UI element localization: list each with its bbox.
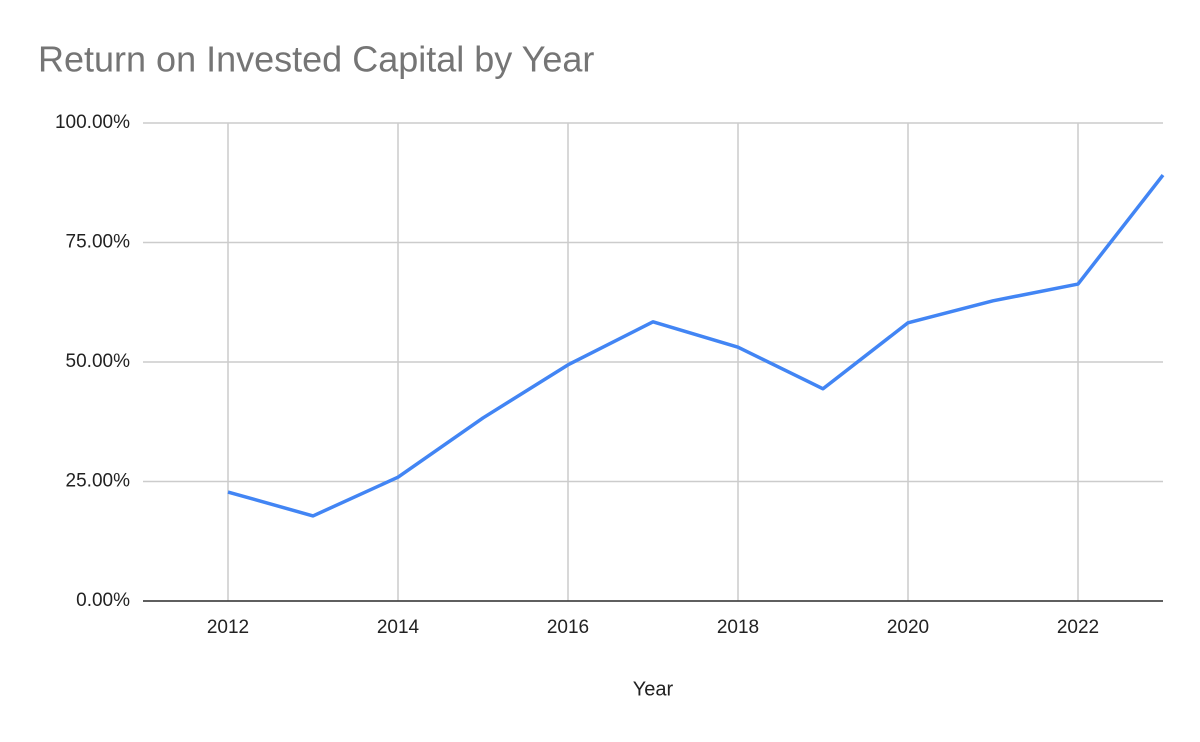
- chart-title: Return on Invested Capital by Year: [38, 39, 594, 80]
- y-tick-label: 0.00%: [76, 590, 130, 611]
- y-tick-label: 25.00%: [66, 471, 131, 492]
- y-tick-label: 75.00%: [66, 232, 131, 253]
- data-line: [227, 174, 1165, 518]
- x-tick-label: 2020: [887, 617, 929, 638]
- x-tick-label: 2022: [1057, 617, 1099, 638]
- x-tick-label: 2014: [377, 617, 420, 638]
- y-tick-label: 50.00%: [66, 351, 131, 372]
- x-tick-label: 2018: [717, 617, 759, 638]
- x-tick-label: 2016: [547, 617, 589, 638]
- x-axis-title: Year: [633, 678, 674, 700]
- y-tick-label: 100.00%: [55, 112, 130, 133]
- x-tick-label: 2012: [207, 617, 249, 638]
